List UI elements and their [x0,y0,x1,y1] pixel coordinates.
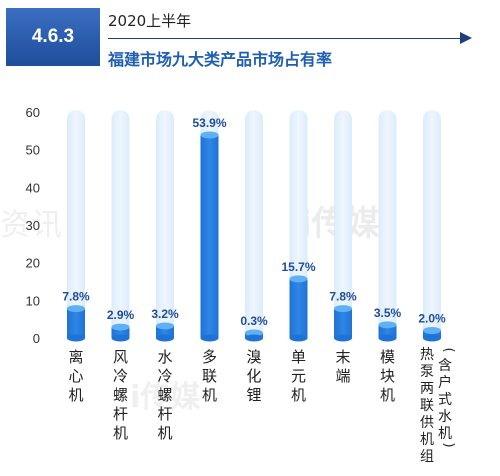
bar-track [423,110,441,338]
category-label-char: 机 [420,432,434,448]
chart-title: 福建市场九大类产品市场占有率 [108,50,333,69]
category-label-char: 供 [420,415,434,431]
bar [334,308,352,338]
y-tick-label: 60 [26,105,40,120]
bar-value-label: 7.8% [62,290,90,304]
category-label-char: 元 [291,367,306,385]
bar-cap [245,329,263,337]
category-label-char: 冷 [113,367,128,385]
watermark-brand-lower: i传媒 [130,380,201,415]
category-label-char: 块 [380,367,395,385]
category-label-char: 机 [157,424,172,442]
category-label-char: 机 [380,386,395,404]
bar-value-label: 3.2% [151,307,179,321]
category-label-char: 锂 [246,386,261,404]
bar-cap [200,131,219,139]
title-divider [108,38,460,39]
category-label-char: 风 [113,348,128,366]
bar-base [378,334,397,342]
category-label-paren-open: ( [441,347,456,352]
bar-cap [156,322,174,330]
bar-value-label: 53.9% [192,116,226,130]
category-label-char: 杆 [113,405,128,423]
bar-base [245,334,263,342]
category-label-char: 杆 [157,405,172,423]
bar-base [156,334,174,342]
bar [200,134,219,338]
bar-cap [111,323,130,331]
bar-track [378,110,397,338]
category-label-paren-close: ) [441,442,456,447]
section-number: 4.6.3 [31,26,75,47]
arrow-right-icon [460,32,472,44]
category-label-char: 联 [420,398,434,414]
y-tick-label: 30 [26,218,40,233]
category-label-char: 热 [420,347,434,363]
bar [67,308,85,338]
bar-base [111,334,130,342]
y-tick-label: 50 [26,143,40,158]
category-label-char: 两 [420,381,434,397]
category-label-char: 多 [202,348,217,366]
bar [111,327,130,338]
category-label-char: 机 [291,386,306,404]
category-label-char: 离 [68,348,83,366]
bar-base [334,334,352,342]
bar-cap [67,305,85,313]
bar-value-label: 15.7% [281,260,315,274]
section-number-badge: 4.6.3 [6,8,100,66]
bar-cap [289,275,308,283]
category-label-char: 含 [438,358,452,374]
bar-value-label: 2.0% [418,311,446,325]
y-tick-label: 0 [33,331,40,346]
bar-cap [378,321,397,329]
bar [289,278,308,338]
bar-value-label: 7.8% [329,290,357,304]
bar [423,330,441,338]
category-label-char: 化 [246,367,261,385]
category-label-char: 机 [68,386,83,404]
category-label-char: 式 [438,392,452,408]
category-label-char: 机 [202,386,217,404]
y-tick-label: 10 [26,293,40,308]
category-label-char: 螺 [113,386,128,404]
category-label-char: 冷 [157,367,172,385]
category-label-char: 螺 [157,386,172,404]
bar-value-label: 3.5% [374,306,402,320]
category-label-char: 组 [420,449,434,465]
bar-cap [423,326,441,334]
category-label-char: 机 [113,424,128,442]
category-label-char: 水 [438,409,452,425]
bar-base [423,334,441,342]
bar-track [334,110,352,338]
category-label-char: 联 [202,367,217,385]
category-label-char: 单 [291,348,306,366]
bar-base [200,334,219,342]
category-label-char: 末 [335,348,350,366]
category-label-char: 户 [438,374,452,391]
category-label-char: 溴 [246,348,261,366]
bar-track [156,110,174,338]
category-label-char: 心 [68,367,83,385]
category-label-char: 模 [380,348,395,366]
bar-base [289,334,308,342]
watermark-partial: 资讯 [0,208,64,243]
y-tick-label: 20 [26,256,40,271]
bar-base [67,334,85,342]
chart-subtitle: 2020上半年 [108,12,192,30]
category-label-char: 机 [438,426,452,442]
bar-track [111,110,130,338]
bar-value-label: 0.3% [240,314,268,328]
bar [378,324,397,338]
bar-cap [334,305,352,313]
category-label-char: 端 [335,367,350,385]
bar-value-label: 2.9% [107,308,135,322]
bar-track [245,110,263,338]
y-tick-label: 40 [26,180,40,195]
bar-track [67,110,85,338]
category-label-char: 水 [157,348,172,366]
category-label-char: 泵 [420,364,434,380]
